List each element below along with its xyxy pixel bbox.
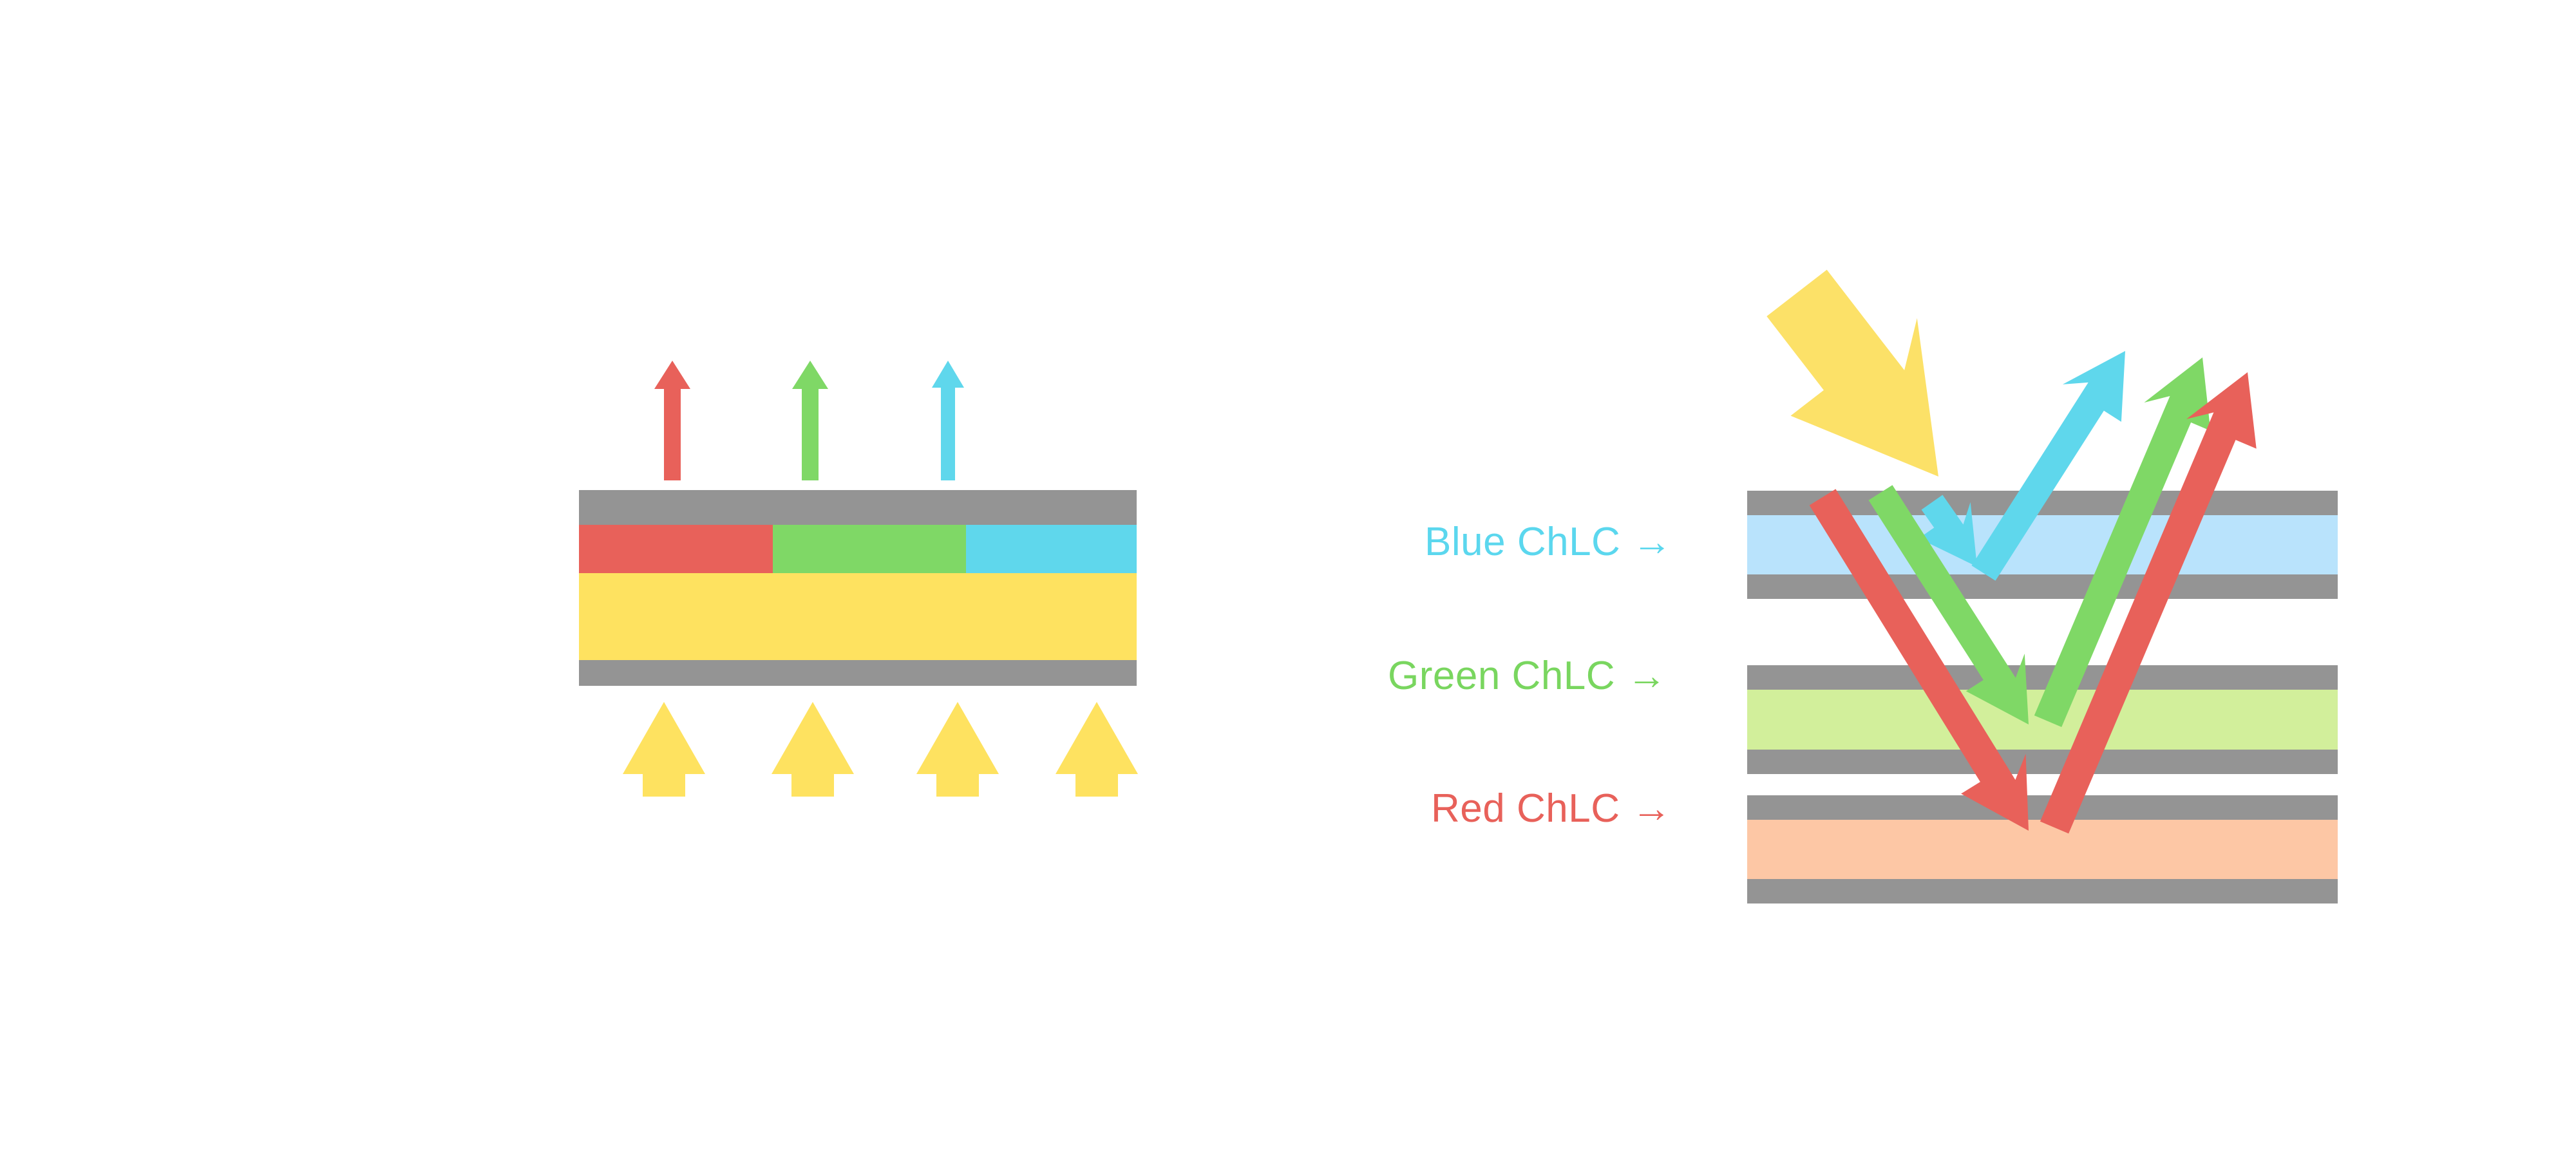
blue-chlc-label: Blue ChLC → bbox=[1425, 519, 1672, 565]
left-bottom-electrode bbox=[579, 660, 1137, 686]
right-chlc-stack bbox=[1747, 491, 2338, 903]
left-backlight-layer bbox=[579, 573, 1137, 660]
blue-cell-bottom-electrode bbox=[1747, 574, 2338, 599]
red-chlc-label-text: Red ChLC bbox=[1431, 786, 1620, 831]
green-chlc-label: Green ChLC → bbox=[1388, 653, 1667, 699]
green-cell-top-electrode bbox=[1747, 665, 2338, 690]
red-emission-arrow bbox=[654, 361, 690, 480]
left-red-segment bbox=[579, 525, 773, 573]
ray-arrows-group bbox=[1809, 351, 2257, 834]
red-chlc-label: Red ChLC → bbox=[1431, 786, 1672, 831]
backlight-arrow-4 bbox=[1056, 702, 1138, 797]
backlight-arrow-3 bbox=[916, 702, 999, 797]
red-ray-up-reflected bbox=[2040, 372, 2257, 834]
white-light-incident-arrow bbox=[1766, 269, 1938, 477]
left-backlight-arrows-group bbox=[623, 702, 1138, 797]
left-emitted-arrows-group bbox=[654, 361, 964, 480]
blue-ray-down bbox=[1918, 495, 1977, 567]
red-chlc-layer bbox=[1747, 820, 2338, 879]
green-chlc-label-arrow: → bbox=[1627, 654, 1667, 698]
red-ray-down bbox=[1809, 489, 2029, 831]
green-chlc-label-text: Green ChLC bbox=[1388, 654, 1616, 698]
blue-chlc-label-arrow: → bbox=[1632, 520, 1672, 564]
green-ray-up-reflected bbox=[2034, 357, 2211, 727]
backlight-arrow-2 bbox=[772, 702, 854, 797]
green-cell-bottom-electrode bbox=[1747, 750, 2338, 774]
backlight-arrow-1 bbox=[623, 702, 705, 797]
left-green-segment bbox=[773, 525, 966, 573]
blue-emission-arrow bbox=[932, 361, 964, 480]
blue-chlc-label-text: Blue ChLC bbox=[1425, 520, 1621, 564]
green-emission-arrow bbox=[792, 361, 828, 480]
left-blue-segment bbox=[966, 525, 1137, 573]
red-cell-bottom-electrode bbox=[1747, 879, 2338, 903]
left-transmissive-stack bbox=[579, 490, 1137, 686]
left-top-electrode bbox=[579, 490, 1137, 525]
blue-ray-up-reflected bbox=[1971, 351, 2125, 581]
red-cell-top-electrode bbox=[1747, 795, 2338, 820]
green-ray-down bbox=[1868, 485, 2029, 724]
red-chlc-label-arrow: → bbox=[1631, 786, 1672, 831]
